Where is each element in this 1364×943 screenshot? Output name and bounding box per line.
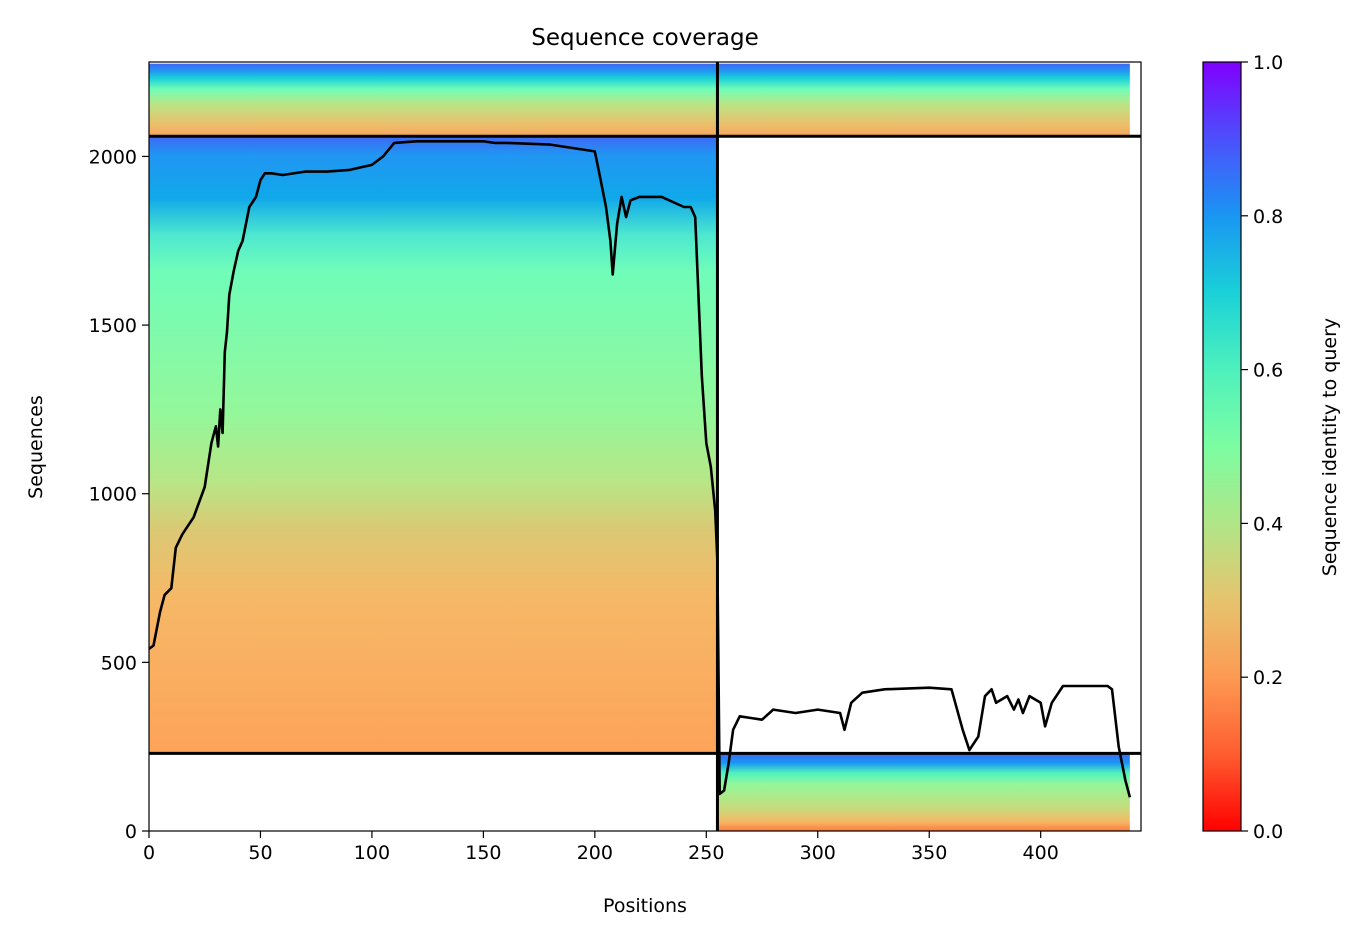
coverage-block [149, 63, 718, 137]
x-tick-label: 100 [354, 842, 390, 864]
colorbar-ticks: 0.0 0.2 0.4 0.6 0.8 1.0 [1241, 52, 1283, 843]
axes-frame [148, 61, 1142, 832]
x-tick-label: 150 [465, 842, 501, 864]
colorbar-tick-label: 1.0 [1253, 52, 1283, 74]
chart-title: Sequence coverage [531, 25, 759, 51]
x-tick-label: 400 [1023, 842, 1059, 864]
x-tick-label: 250 [688, 842, 724, 864]
x-tick-label: 0 [143, 842, 155, 864]
x-tick-label: 300 [800, 842, 836, 864]
y-tick-label: 500 [101, 652, 137, 674]
coverage-block [717, 63, 1130, 137]
x-axis-label: Positions [603, 895, 687, 917]
colorbar-tick-label: 0.0 [1253, 821, 1283, 843]
colorbar-tick-label: 0.2 [1253, 667, 1283, 689]
x-tick-label: 350 [911, 842, 947, 864]
coverage-block [717, 753, 1130, 831]
y-tick-label: 2000 [89, 146, 137, 168]
y-tick-label: 0 [125, 821, 137, 843]
y-tick-label: 1500 [89, 315, 137, 337]
coverage-line-layer [148, 140, 1132, 798]
colorbar-tick-label: 0.6 [1253, 360, 1283, 382]
colorbar: 0.0 0.2 0.4 0.6 0.8 1.0 Sequence identity to … [1202, 52, 1341, 843]
x-tick-label: 200 [577, 842, 613, 864]
coverage-line [148, 140, 1132, 798]
block-dividers [149, 62, 1141, 831]
colorbar-label: Sequence identity to query [1319, 318, 1341, 576]
colorbar-tick-label: 0.4 [1253, 513, 1283, 535]
axes: 0 50 100 150 200 250 300 350 400 0 500 1000 1500 2000 [89, 61, 1142, 864]
y-axis-label: Sequences [25, 395, 47, 499]
colorbar-gradient [1202, 61, 1242, 832]
coverage-block [149, 136, 718, 754]
x-tick-label: 50 [248, 842, 272, 864]
y-tick-label: 1000 [89, 484, 137, 506]
colorbar-tick-label: 0.8 [1253, 206, 1283, 228]
